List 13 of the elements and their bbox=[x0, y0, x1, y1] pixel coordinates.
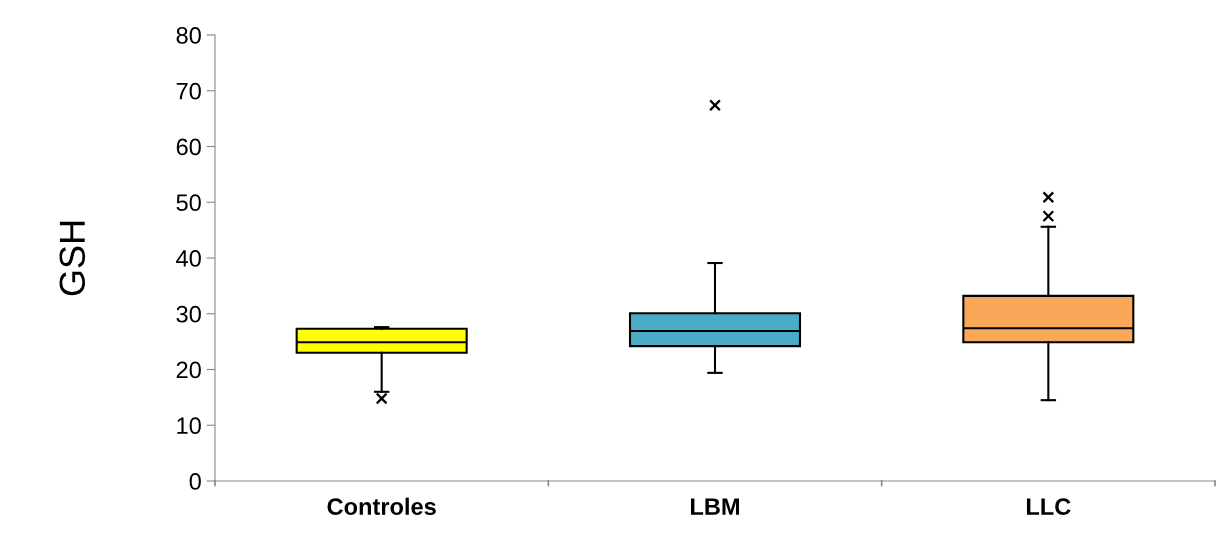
y-axis-title: GSH bbox=[59, 221, 86, 296]
y-tick-label: 80 bbox=[176, 27, 201, 44]
y-tick-label: 10 bbox=[177, 417, 201, 435]
y-tick-label: 0 bbox=[189, 473, 201, 490]
y-tick-label: 50 bbox=[176, 194, 201, 212]
x-tick-label: LBM bbox=[691, 498, 739, 515]
y-tick-label: 70 bbox=[176, 82, 201, 100]
x-tick-label: LLC bbox=[1026, 498, 1071, 516]
y-tick-label: 20 bbox=[176, 361, 201, 379]
y-tick-label: 40 bbox=[176, 250, 201, 267]
y-tick-label: 30 bbox=[176, 305, 201, 323]
y-tick-label: 60 bbox=[176, 138, 201, 156]
x-tick-label: Controles bbox=[327, 497, 436, 516]
